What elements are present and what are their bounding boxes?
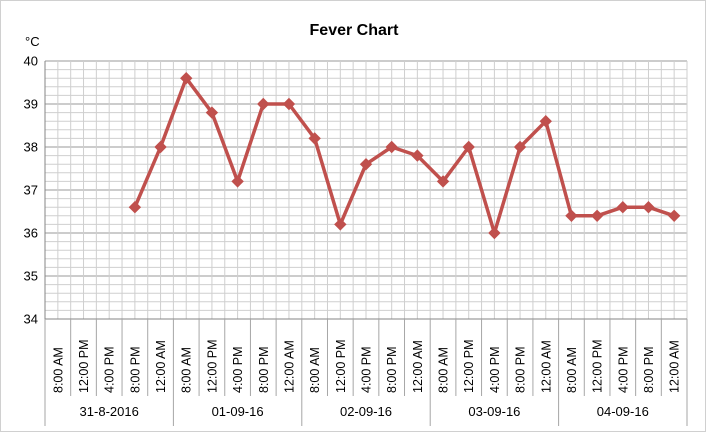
y-tick-label: 35 xyxy=(24,269,38,284)
group-label: 02-09-16 xyxy=(340,404,392,419)
data-point xyxy=(154,140,167,154)
group-label: 03-09-16 xyxy=(468,404,520,419)
x-tick-label: 4:00 PM xyxy=(360,346,374,393)
data-point xyxy=(205,106,219,119)
y-tick-label: 39 xyxy=(24,97,38,112)
data-point xyxy=(590,209,604,223)
group-label: 31-8-2016 xyxy=(80,404,139,419)
data-point xyxy=(128,200,142,214)
x-axis-groups: 31-8-2016 01-09-16 02-09-16 03-09-16 04-09-1… xyxy=(44,396,688,426)
y-tick-label: 40 xyxy=(24,54,38,69)
group-label: 01-09-16 xyxy=(212,404,264,419)
data-point xyxy=(642,200,655,214)
x-tick-label: 8:00 AM xyxy=(565,347,579,393)
x-tick-label: 8:00 AM xyxy=(180,347,194,393)
data-point xyxy=(616,200,630,214)
x-tick-label: 12:00 AM xyxy=(411,340,425,393)
series xyxy=(128,71,681,240)
y-axis-ticks: 34 35 36 37 38 39 40 xyxy=(24,54,38,327)
x-tick-label: 12:00 AM xyxy=(539,340,553,393)
data-point xyxy=(257,97,270,111)
data-point xyxy=(513,140,527,154)
y-tick-label: 36 xyxy=(24,226,38,241)
data-point xyxy=(411,149,424,162)
x-tick-label: 8:00 AM xyxy=(51,347,65,393)
grid xyxy=(44,60,688,320)
data-point xyxy=(180,71,193,85)
data-point xyxy=(359,157,373,171)
data-point xyxy=(436,175,450,188)
data-point xyxy=(488,226,501,240)
chart-title: Fever Chart xyxy=(310,22,400,39)
x-tick-label: 4:00 PM xyxy=(616,346,630,393)
x-tick-label: 4:00 PM xyxy=(103,346,117,393)
x-tick-label: 12:00 AM xyxy=(668,340,682,393)
x-tick-label: 12:00 PM xyxy=(462,339,476,393)
x-tick-label: 8:00 AM xyxy=(308,347,322,393)
y-tick-label: 37 xyxy=(24,183,38,198)
x-axis-ticks: 8:00 AM 12:00 PM 4:00 PM 8:00 PM 12:00 AM 8:0… xyxy=(44,319,688,396)
data-point xyxy=(667,209,681,223)
x-tick-label: 4:00 PM xyxy=(488,346,502,393)
y-axis-unit-label: °C xyxy=(25,34,40,49)
data-point xyxy=(462,140,475,154)
x-tick-label: 12:00 PM xyxy=(334,339,348,393)
x-tick-label: 8:00 PM xyxy=(385,346,399,393)
data-point xyxy=(565,209,578,223)
x-tick-label: 12:00 PM xyxy=(77,339,91,393)
y-tick-label: 38 xyxy=(24,140,38,155)
x-tick-label: 12:00 PM xyxy=(591,339,605,393)
series-line xyxy=(133,76,675,235)
data-point xyxy=(231,175,244,188)
data-point xyxy=(282,97,296,111)
data-point xyxy=(334,218,347,231)
x-tick-label: 8:00 AM xyxy=(437,347,451,393)
data-point xyxy=(539,114,552,128)
data-point xyxy=(385,140,398,154)
x-tick-label: 4:00 PM xyxy=(231,346,245,393)
x-tick-label: 8:00 PM xyxy=(128,346,142,393)
x-tick-label: 8:00 PM xyxy=(642,346,656,393)
x-tick-label: 12:00 AM xyxy=(282,340,296,393)
group-label: 04-09-16 xyxy=(597,404,649,419)
x-tick-label: 12:00 AM xyxy=(154,340,168,393)
data-point xyxy=(308,132,321,145)
x-tick-label: 12:00 PM xyxy=(205,339,219,393)
x-tick-label: 8:00 PM xyxy=(514,346,528,393)
x-tick-label: 8:00 PM xyxy=(257,346,271,393)
y-tick-label: 34 xyxy=(24,312,38,327)
